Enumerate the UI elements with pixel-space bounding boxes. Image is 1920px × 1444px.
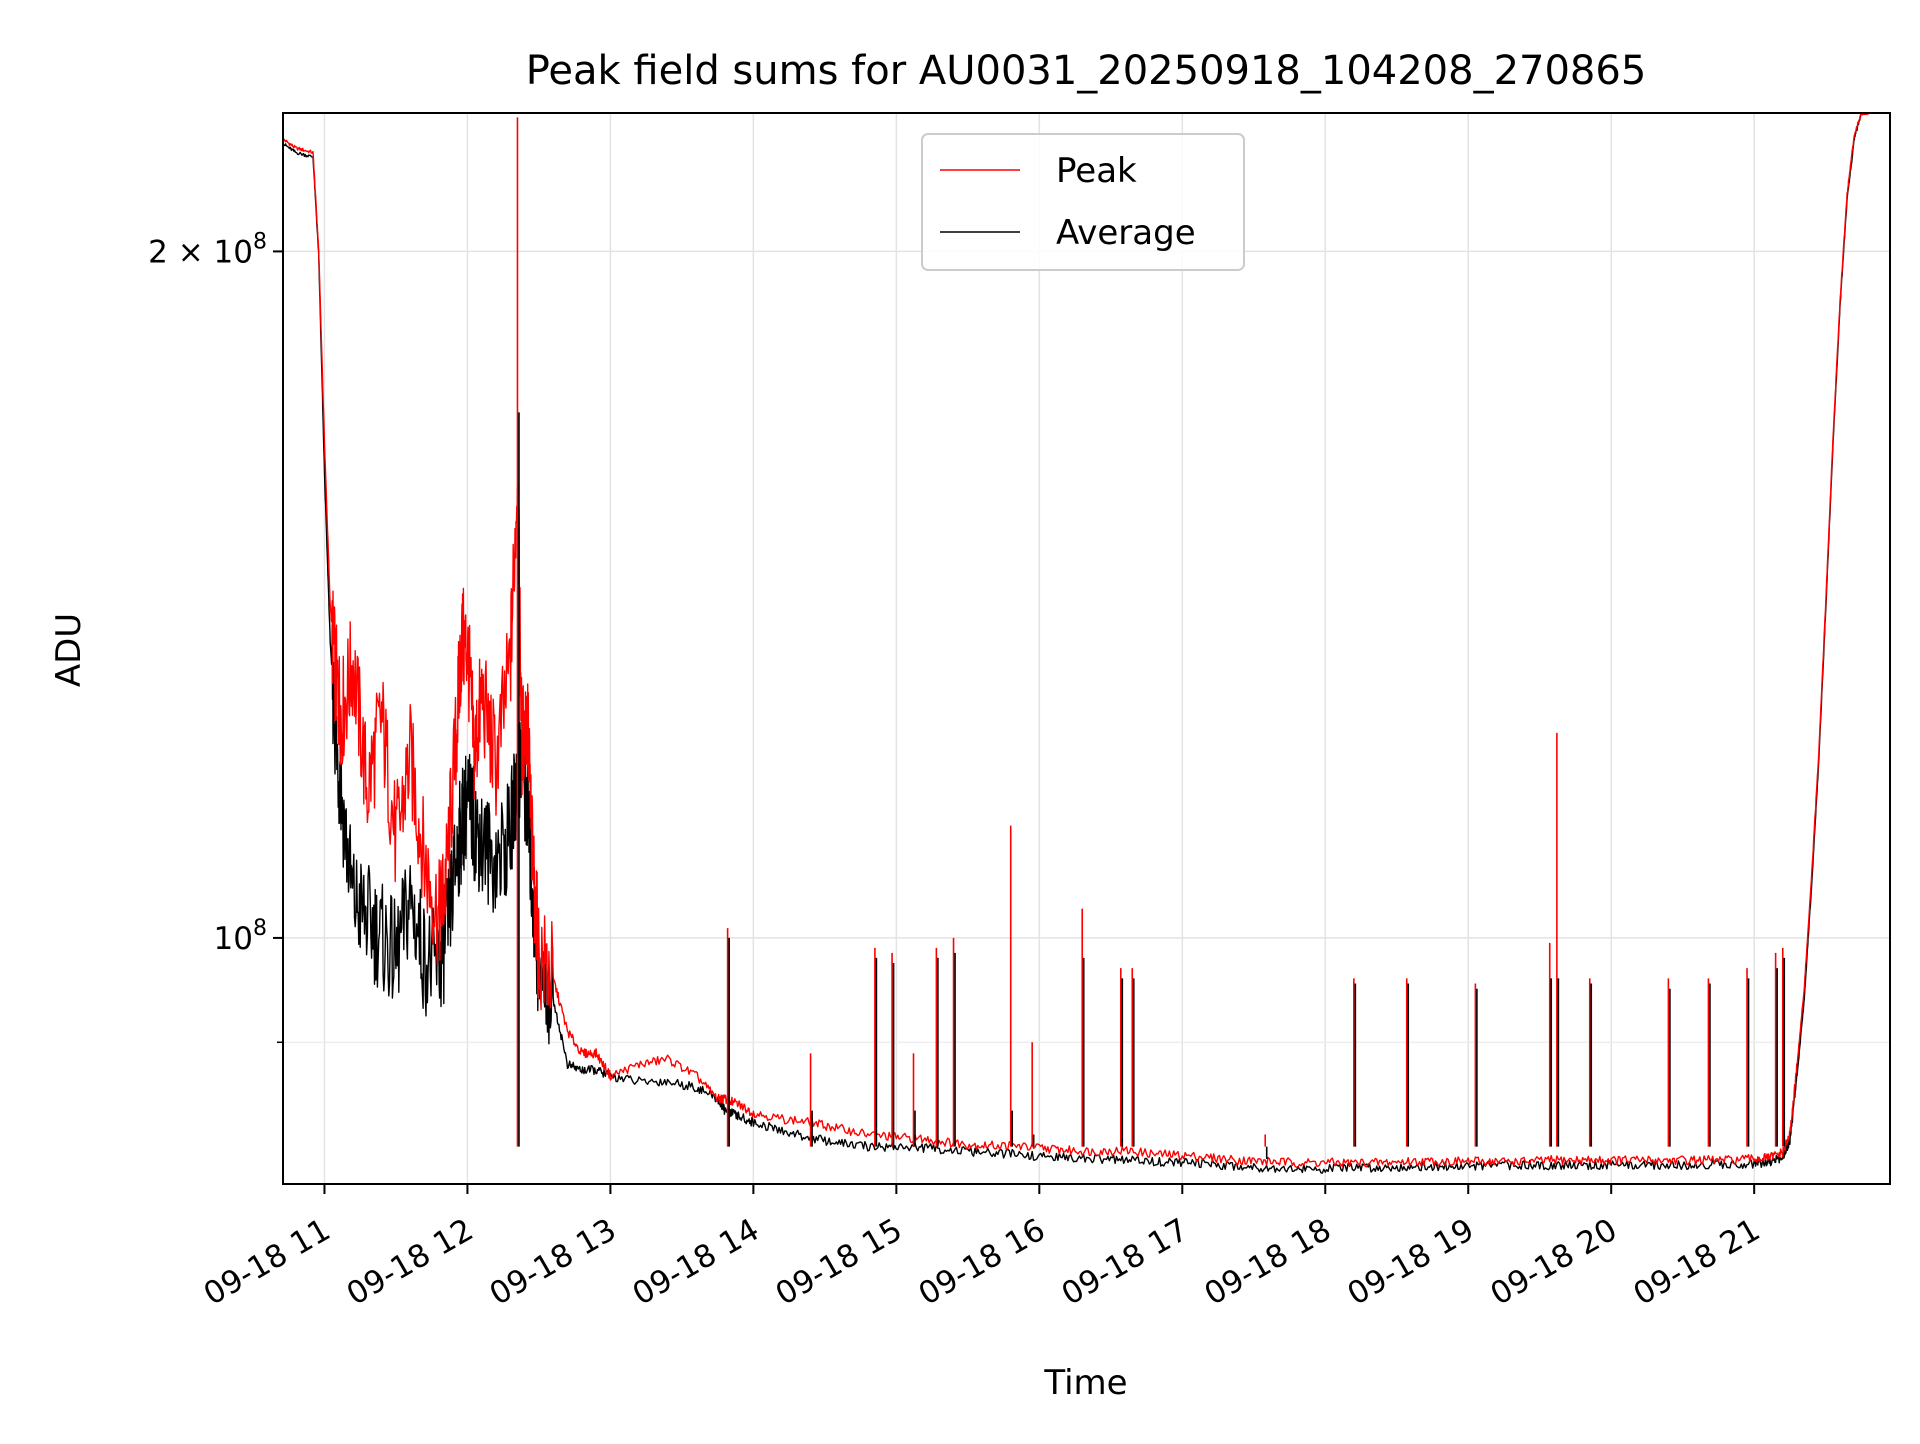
y-tick-label: 2 × 108 [148,229,267,270]
x-axis-label: Time [1043,1363,1127,1403]
legend-label-average: Average [1056,213,1196,253]
y-tick-label-exponent: 8 [253,916,267,941]
legend-label-peak: Peak [1056,151,1137,191]
plot-frame [282,112,1891,1185]
y-tick-label-base: 2 × 10 [148,234,253,270]
series-line-peak [282,112,1870,1168]
chart-title: Peak field sums for AU0031_20250918_1042… [526,48,1647,94]
grid [283,113,1890,1184]
legend-box [921,133,1245,271]
y-axis-label: ADU [49,613,89,687]
y-tick-label-base: 10 [214,921,253,957]
legend: Peak Average [921,133,1245,271]
y-tick-label-exponent: 8 [253,229,267,254]
series-layer [282,112,1870,1174]
y-tick-label: 108 [214,916,267,957]
